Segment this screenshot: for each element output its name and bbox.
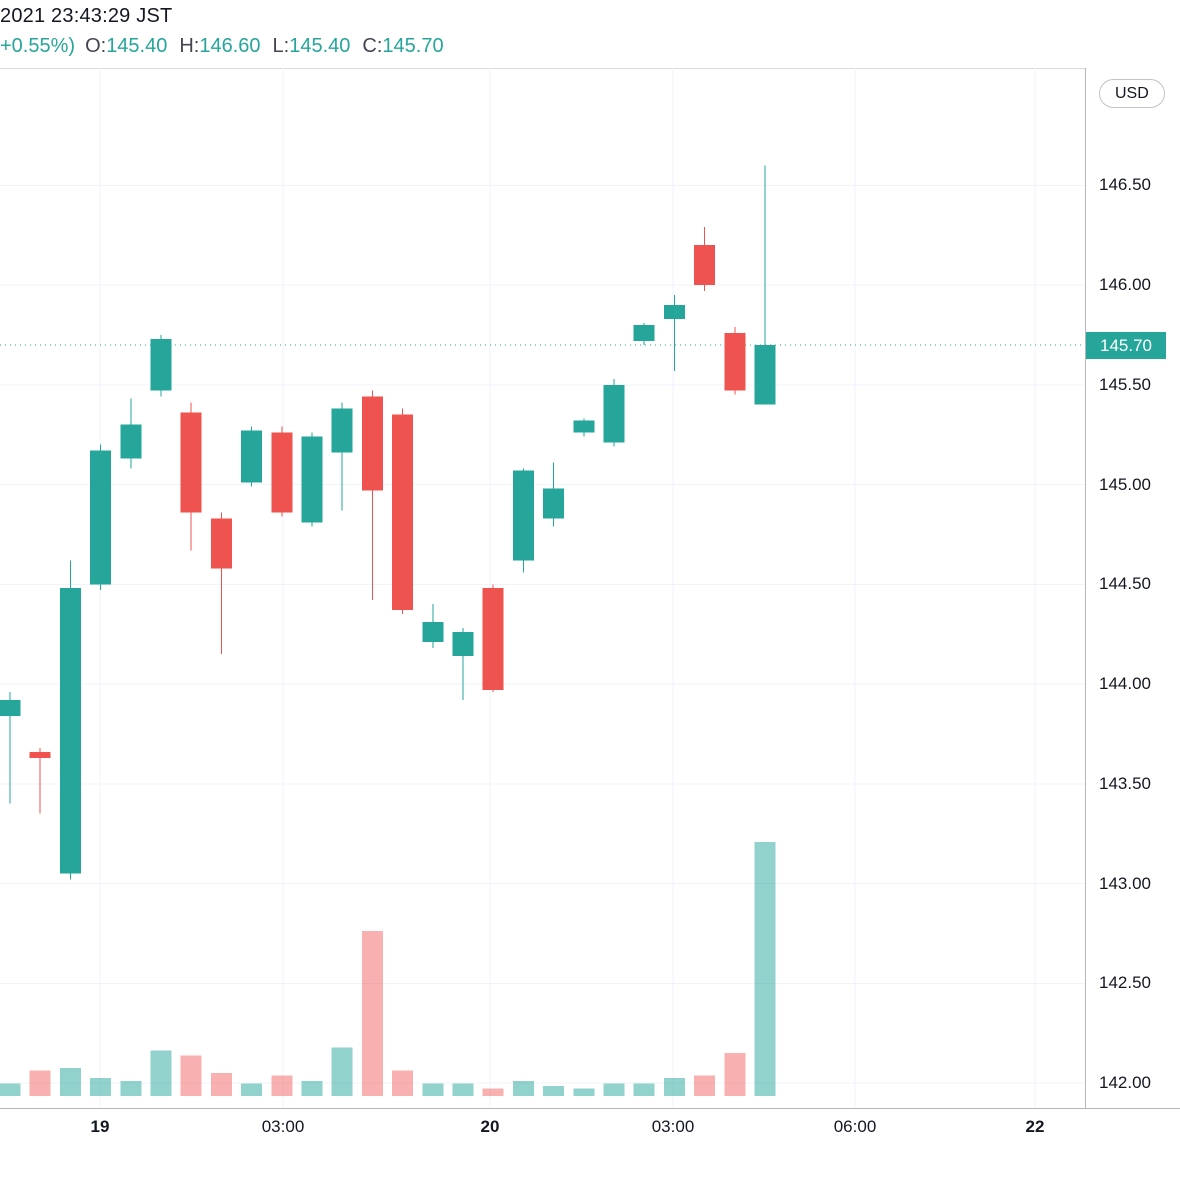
open-label: O:	[85, 35, 107, 57]
volume-bar	[543, 1085, 565, 1096]
volume-bar	[422, 1083, 444, 1096]
candle-body	[573, 420, 595, 433]
volume-bar	[90, 1078, 112, 1096]
price-tick-label: 146.50	[1099, 175, 1151, 195]
price-tick-label: 145.50	[1099, 374, 1151, 394]
volume-bar	[573, 1088, 595, 1096]
candle-body	[210, 518, 232, 569]
volume-bar	[301, 1080, 323, 1096]
candle-body	[29, 751, 51, 758]
volume-bar	[754, 842, 776, 1096]
volume-bar	[512, 1080, 534, 1096]
candle-body	[90, 450, 112, 585]
candle-body	[331, 408, 353, 453]
time-axis-label: 19	[90, 1117, 110, 1136]
candle-body	[452, 632, 474, 657]
pane-top-divider	[0, 68, 1180, 69]
close-value: 145.70	[382, 35, 444, 57]
candle-body	[361, 396, 383, 491]
volume-bar	[271, 1075, 293, 1096]
high-label: H:	[179, 35, 200, 57]
candle-body	[603, 384, 625, 443]
symbol-info: 2021 23:43:29 JST +0.55%) O:145.40 H:146.6…	[0, 5, 444, 58]
time-axis[interactable]: 19 03:00 20 03:00 06:00 22	[0, 1108, 1180, 1146]
currency-toggle-button[interactable]: USD	[1099, 79, 1165, 108]
volume-bar	[331, 1047, 353, 1096]
time-axis-label: 03:00	[261, 1117, 305, 1136]
volume-bar	[210, 1073, 232, 1096]
candle-body	[482, 588, 504, 690]
candle-body	[512, 470, 534, 561]
candle-body	[301, 436, 323, 523]
last-price-label: 145.70	[1086, 331, 1166, 359]
high-value: 146.60	[199, 35, 261, 57]
price-tick-label: 143.00	[1099, 873, 1151, 893]
price-tick-label: 145.00	[1099, 474, 1151, 494]
candle-body	[392, 414, 414, 611]
currency-label: USD	[1115, 85, 1149, 102]
candle-body	[150, 338, 172, 391]
candle-body	[241, 430, 263, 483]
candle-body	[59, 588, 81, 874]
volume-bar	[241, 1083, 263, 1096]
volume-bar	[452, 1083, 474, 1096]
price-tick-label: 146.00	[1099, 275, 1151, 294]
volume-bar	[59, 1068, 81, 1096]
candle-body	[120, 424, 142, 459]
price-tick-label: 143.50	[1099, 773, 1151, 793]
volume-bar	[150, 1050, 172, 1096]
volume-bar	[482, 1088, 504, 1096]
volume-bar	[724, 1052, 746, 1096]
low-value: 145.40	[289, 35, 351, 57]
ohlc-row: +0.55%) O:145.40 H:146.60 L:145.40 C:145.70	[0, 35, 444, 58]
candle-body	[543, 488, 565, 519]
volume-bar	[120, 1080, 142, 1096]
chart-pane[interactable]	[0, 68, 1085, 1108]
volume-bar	[663, 1078, 685, 1096]
volume-bar	[0, 1083, 21, 1096]
candle-body	[0, 699, 21, 716]
volume-bar	[603, 1083, 625, 1096]
candle-body	[422, 622, 444, 643]
candle-body	[180, 412, 202, 513]
time-axis-label: 03:00	[651, 1117, 695, 1136]
candlestick-chart-canvas[interactable]	[0, 68, 1085, 1108]
candle-body	[271, 432, 293, 513]
open-value: 145.40	[106, 35, 168, 57]
candle-body	[633, 324, 655, 341]
volume-bar	[392, 1070, 414, 1096]
price-tick-label: 144.00	[1099, 674, 1151, 693]
time-axis-label: 20	[480, 1117, 500, 1136]
price-tick-label: 144.50	[1099, 574, 1151, 594]
price-tick-label: 142.00	[1099, 1073, 1151, 1092]
volume-bar	[694, 1075, 716, 1096]
time-axis-label: 06:00	[833, 1117, 877, 1136]
candle-body	[754, 344, 776, 405]
volume-bar	[180, 1055, 202, 1096]
price-tick-label: 142.50	[1099, 973, 1151, 993]
candle-body	[694, 245, 716, 285]
volume-bar	[361, 930, 383, 1096]
volume-bar	[633, 1083, 655, 1096]
change-percent: +0.55%)	[0, 35, 76, 57]
candle-body	[663, 304, 685, 319]
price-axis[interactable]: USD 146.50 146.00 145.50 145.00 144.50 144.00…	[1085, 68, 1180, 1146]
time-axis-label: 22	[1025, 1117, 1045, 1136]
close-label: C:	[362, 35, 383, 57]
volume-bar	[29, 1070, 51, 1096]
candle-body	[724, 332, 746, 391]
datetime-text: 2021 23:43:29 JST	[0, 5, 173, 27]
low-label: L:	[272, 35, 290, 57]
